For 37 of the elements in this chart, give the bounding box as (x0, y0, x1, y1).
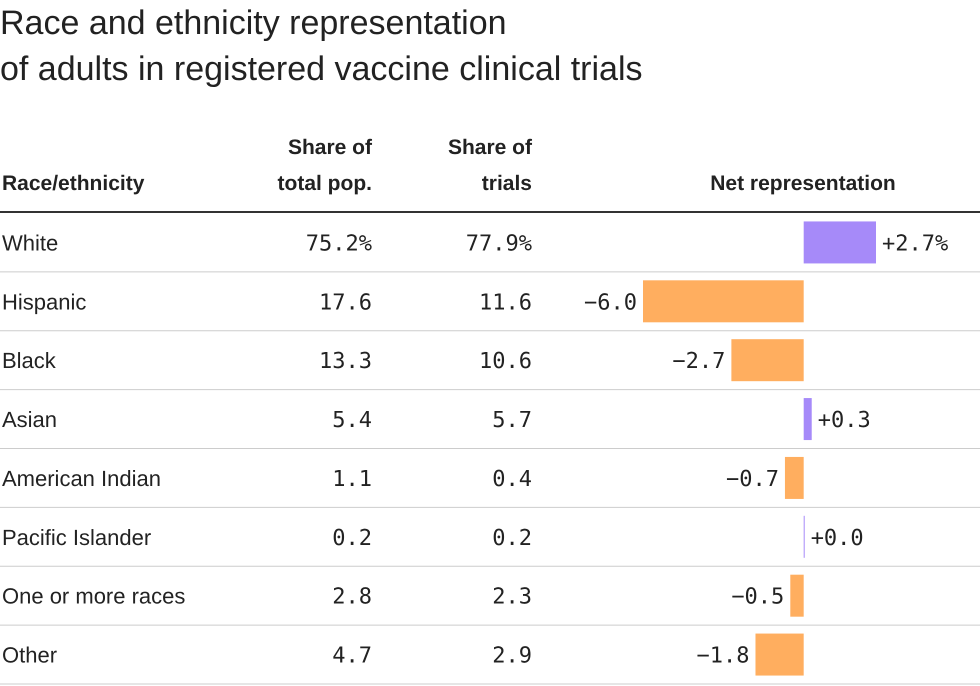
text: Share of total pop. (278, 136, 373, 195)
text: 4.7 (332, 644, 372, 669)
text: 5.4 (332, 408, 372, 434)
text: 2.3 (492, 584, 532, 610)
text: 77.9% (466, 231, 532, 256)
y-axis-title: Race/ethnicity (2, 172, 145, 195)
data-label: +0.0 (810, 526, 864, 551)
text: 1.1 (332, 466, 372, 492)
text: Share of trials (448, 136, 533, 195)
data-label: −0.5 (731, 584, 784, 610)
data-label: −0.7 (726, 466, 779, 492)
data-label: −1.8 (696, 644, 750, 669)
text: 0.2 (332, 526, 372, 551)
y-tick-label: American Indian (2, 466, 161, 491)
text: 13.3 (319, 349, 372, 374)
text: 2.9 (492, 644, 532, 669)
text: 17.6 (319, 290, 372, 316)
y-tick-label: Hispanic (2, 289, 86, 314)
text: 0.2 (492, 526, 532, 551)
x-axis-title: Net representation (710, 172, 896, 195)
y-tick-label: White (2, 230, 58, 256)
y-tick-label: Pacific Islander (2, 524, 152, 550)
data-label: −2.7 (672, 349, 726, 374)
text: 11.6 (479, 290, 532, 316)
text: 0.4 (492, 466, 532, 492)
text: 2.8 (332, 584, 372, 610)
text: Race and ethnicity representation of adults in registered vaccine clinical trials (0, 4, 643, 88)
y-tick-label: Black (2, 348, 57, 374)
y-tick-label: Other (2, 642, 58, 668)
text: 75.2% (306, 231, 372, 256)
text: 5.7 (492, 408, 532, 434)
data-label: +0.3 (818, 408, 871, 434)
y-tick-label: One or more races (2, 584, 186, 609)
data-label: −6.0 (584, 290, 637, 316)
data-label: +2.7% (882, 231, 948, 256)
text: 10.6 (479, 349, 532, 374)
y-tick-label: Asian (2, 407, 58, 432)
